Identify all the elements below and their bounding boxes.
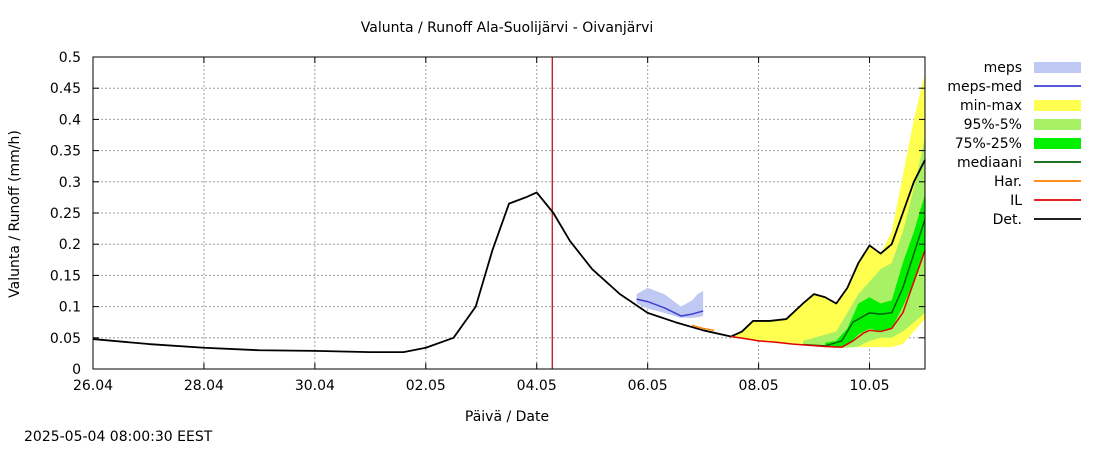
legend-swatch [1034,62,1081,73]
series-lines [92,57,926,369]
y-tick-label: 0.15 [50,268,81,284]
y-tick-label: 0.25 [50,206,81,222]
y-tick-label: 0.35 [50,144,81,160]
x-tick-label: 06.05 [628,378,668,394]
x-tick-label: 10.05 [849,378,889,394]
x-tick-label: 28.04 [184,378,224,394]
legend-label: 75%-25% [955,136,1022,152]
legend-label: min-max [960,98,1022,114]
legend-label: meps [984,60,1022,76]
line-Har. [691,324,715,332]
x-tick-label: 02.05 [406,378,446,394]
y-tick-label: 0.4 [59,112,81,128]
legend-swatch [1034,100,1081,111]
legend-label: 95%-5% [964,117,1022,133]
y-tick-label: 0 [72,362,81,378]
x-tick-label: 04.05 [517,378,557,394]
axes: 0 0.05 0.1 0.15 0.2 0.25 0.3 0.35 0.4 0.45 0.5 26.0… [50,50,926,394]
legend-label: mediaani [957,155,1022,171]
x-tick-label: 08.05 [739,378,779,394]
chart-title: Valunta / Runoff Ala-Suolijärvi - Oivanj… [361,20,654,36]
legend-label: Det. [993,212,1022,228]
line-IL [730,250,926,348]
grid-lines [93,57,925,369]
band-75%-25% [825,194,925,348]
y-tick-label: 0.05 [50,331,81,347]
y-tick-label: 0.5 [59,50,81,66]
line-mediaani [802,219,926,347]
x-axis-label: Päivä / Date [465,409,549,425]
legend-swatch [1034,119,1081,130]
legend-label: Har. [994,174,1022,190]
x-tick-label: 30.04 [295,378,335,394]
uncertainty-bands [636,72,925,348]
y-tick-label: 0.3 [59,175,81,191]
x-tick-label: 26.04 [73,378,113,394]
line-Det. [92,159,926,354]
legend-swatch [1034,138,1081,149]
y-tick-label: 0.2 [59,237,81,253]
line-meps-med [636,298,704,317]
legend-label: IL [1010,193,1022,209]
legend: meps meps-med min-max 95%-5% 75%-25% mediaani… [947,60,1081,228]
legend-label: meps-med [947,79,1022,95]
y-axis-label: Valunta / Runoff (mm/h) [7,130,23,298]
timestamp: 2025-05-04 08:00:30 EEST [24,429,213,445]
y-tick-label: 0.1 [59,300,81,316]
y-tick-label: 0.45 [50,81,81,97]
band-meps [636,287,704,318]
